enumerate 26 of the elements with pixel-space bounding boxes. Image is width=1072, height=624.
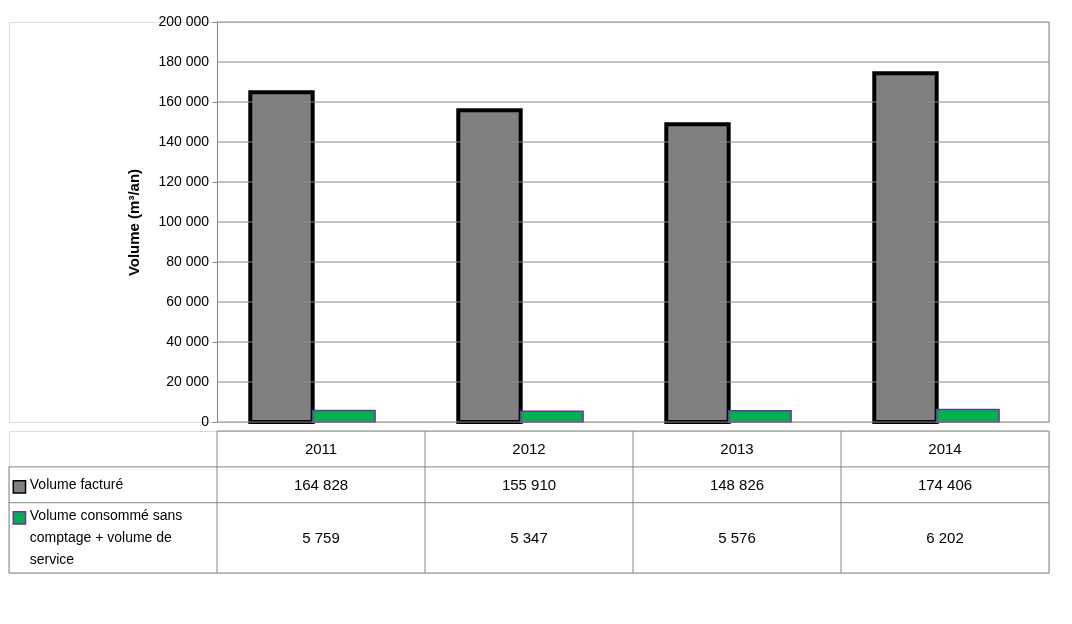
legend-label: Volume facturé — [29, 475, 124, 492]
data-label: 5 576 — [718, 528, 756, 546]
data-label: 6 202 — [926, 528, 964, 546]
data-label: 174 406 — [917, 475, 973, 493]
y-tick-label: 180 000 — [158, 53, 210, 69]
y-tick-label: 60 000 — [166, 293, 210, 309]
y-tick-label: 200 000 — [158, 13, 210, 29]
y-tick-label: 100 000 — [158, 213, 210, 229]
y-tick-label: 0 — [201, 413, 210, 429]
x-tick-label: 2014 — [928, 439, 962, 457]
x-tick-label: 2011 — [304, 439, 338, 457]
data-label: 5 759 — [302, 528, 340, 546]
data-label: 164 828 — [293, 475, 349, 493]
data-label: 155 910 — [501, 475, 557, 493]
x-tick-label: 2013 — [720, 439, 754, 457]
y-axis-title: Volume (m³/an) — [125, 168, 142, 277]
y-tick-label: 140 000 — [158, 133, 210, 149]
data-label: 148 826 — [709, 475, 765, 493]
x-tick-label: 2012 — [512, 439, 546, 457]
y-tick-label: 40 000 — [166, 333, 210, 349]
y-tick-label: 20 000 — [166, 373, 210, 389]
y-tick-label: 120 000 — [158, 173, 210, 189]
legend-label: Volume consommé sans comptage + volume de service — [29, 506, 183, 567]
data-label: 5 347 — [510, 528, 548, 546]
y-tick-label: 80 000 — [166, 253, 210, 269]
y-tick-label: 160 000 — [158, 93, 210, 109]
